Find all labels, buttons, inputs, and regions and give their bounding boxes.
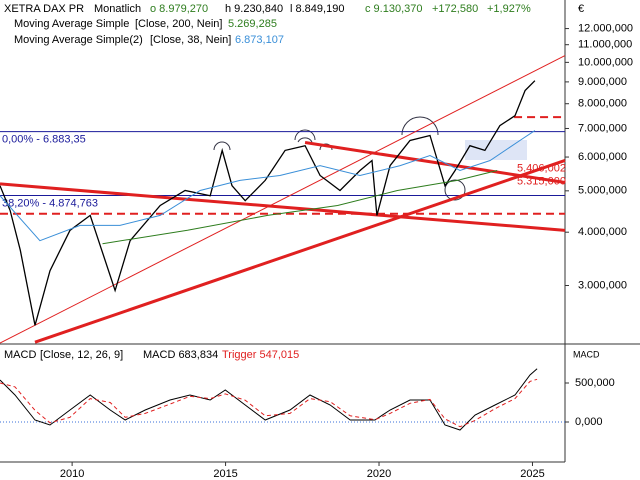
legend-params: [Close, 200, Nein] bbox=[135, 18, 222, 30]
trendline bbox=[0, 182, 566, 232]
ohlc-label: +172,580 bbox=[432, 3, 478, 15]
macd-value: MACD 683,834 bbox=[143, 349, 218, 361]
legend-name: Moving Average Simple bbox=[14, 18, 129, 30]
y-tick-label: 500,000 bbox=[575, 377, 615, 389]
legend-params: [Close, 38, Nein] bbox=[150, 34, 231, 46]
y-tick-label: 9.000,000 bbox=[578, 76, 627, 88]
title: XETRA DAX PR bbox=[4, 3, 84, 15]
level-label: 0,00% - 6.883,35 bbox=[2, 133, 86, 145]
ohlc-label: +1,927% bbox=[487, 3, 531, 15]
y-tick-label: 8.000,000 bbox=[578, 98, 627, 110]
currency: € bbox=[578, 3, 584, 15]
trigger-line bbox=[0, 378, 538, 428]
legend-value: 5.269,285 bbox=[228, 18, 277, 30]
trendline bbox=[34, 159, 566, 344]
moving-average bbox=[102, 170, 498, 245]
y-tick-label: 7.000,000 bbox=[578, 122, 627, 134]
y-tick-label: 10.000,000 bbox=[578, 56, 633, 68]
y-tick-label: 12.000,000 bbox=[578, 22, 633, 34]
arc bbox=[213, 141, 231, 151]
ohlc-label: o 8.979,270 bbox=[150, 3, 208, 15]
ohlc-label: c 9.130,370 bbox=[365, 3, 423, 15]
macd-axis-label: MACD bbox=[573, 349, 600, 359]
price-line bbox=[0, 80, 536, 326]
y-tick-label: 4.000,000 bbox=[578, 226, 627, 238]
arc bbox=[297, 137, 313, 143]
y-tick-label: 6.000,000 bbox=[578, 151, 627, 163]
level-label: 38,20% - 4.874,763 bbox=[2, 197, 98, 209]
x-tick-label: 2015 bbox=[213, 468, 237, 480]
legend-value: 6.873,107 bbox=[235, 34, 284, 46]
macd-params: [Close, 12, 26, 9] bbox=[40, 349, 123, 361]
circle-marker bbox=[444, 179, 466, 201]
annotation: 5.315,000 bbox=[517, 175, 566, 187]
x-tick-label: 2020 bbox=[367, 468, 391, 480]
arc bbox=[294, 129, 316, 141]
y-tick-label: 3.000,000 bbox=[578, 279, 627, 291]
trendline bbox=[304, 141, 566, 184]
highlight-box bbox=[465, 140, 527, 160]
x-tick-label: 2025 bbox=[520, 468, 544, 480]
annotation: 5.406,002 bbox=[517, 162, 566, 174]
arc bbox=[401, 116, 439, 136]
ohlc-label: h 9.230,840 bbox=[225, 3, 283, 15]
trendline bbox=[0, 55, 566, 344]
legend-name: Moving Average Simple(2) bbox=[14, 34, 143, 46]
y-tick-label: 5.000,000 bbox=[578, 185, 627, 197]
moving-average bbox=[0, 130, 536, 242]
x-tick-label: 2010 bbox=[60, 468, 84, 480]
y-tick-label: 0,000 bbox=[575, 416, 603, 428]
trigger-value: Trigger 547,015 bbox=[222, 349, 299, 361]
arc bbox=[319, 143, 333, 151]
macd-name: MACD bbox=[4, 349, 36, 361]
interval: Monatlich bbox=[94, 3, 141, 15]
y-tick-label: 11.000,000 bbox=[578, 39, 632, 51]
ohlc-label: l 8.849,190 bbox=[290, 3, 344, 15]
